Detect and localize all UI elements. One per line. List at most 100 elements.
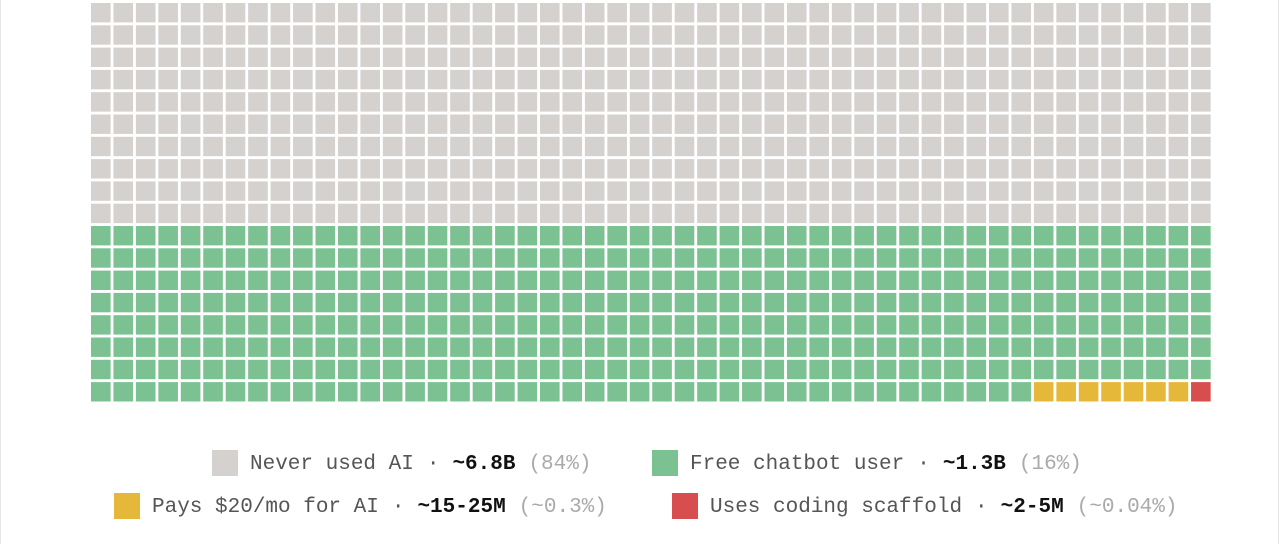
waffle-cell <box>1078 203 1099 224</box>
waffle-cell <box>517 382 538 402</box>
waffle-cell <box>315 92 336 112</box>
waffle-cell <box>540 181 560 201</box>
waffle-cell <box>989 159 1009 179</box>
waffle-cell <box>495 315 515 335</box>
waffle-cell <box>854 92 874 112</box>
waffle-cell <box>921 315 942 335</box>
waffle-cell <box>966 114 987 134</box>
waffle-cell <box>1078 248 1099 268</box>
waffle-cell <box>742 114 762 134</box>
waffle-cell <box>584 226 605 246</box>
waffle-cell <box>203 337 223 357</box>
waffle-cell <box>135 315 156 335</box>
waffle-cell <box>91 159 111 179</box>
waffle-cell <box>1033 3 1054 23</box>
waffle-cell <box>1146 292 1166 313</box>
waffle-cell <box>989 292 1009 313</box>
waffle-cell <box>382 359 403 380</box>
waffle-cell <box>719 203 740 224</box>
waffle-cell <box>315 114 336 134</box>
waffle-cell <box>674 92 695 112</box>
waffle-cell <box>697 337 717 357</box>
waffle-cell <box>427 92 448 112</box>
waffle-cell <box>584 315 605 335</box>
waffle-cell <box>360 248 380 268</box>
waffle-cell <box>719 359 740 380</box>
waffle-cell <box>382 382 403 402</box>
waffle-cell <box>135 136 156 157</box>
waffle-cell <box>1123 69 1144 90</box>
waffle-cell <box>1146 25 1166 45</box>
waffle-cell <box>944 114 964 134</box>
waffle-cell <box>517 69 538 90</box>
waffle-cell <box>876 315 897 335</box>
legend-name: Pays $20/mo for AI <box>152 496 379 519</box>
waffle-cell <box>989 382 1009 402</box>
waffle-cell <box>899 114 919 134</box>
waffle-cell <box>1056 114 1076 134</box>
waffle-cell <box>1191 315 1211 335</box>
waffle-cell <box>135 248 156 268</box>
waffle-cell <box>248 315 268 335</box>
waffle-cell <box>742 181 762 201</box>
waffle-cell <box>360 159 380 179</box>
waffle-cell <box>1123 337 1144 357</box>
waffle-cell <box>180 270 201 290</box>
waffle-cell <box>697 69 717 90</box>
waffle-cell <box>697 292 717 313</box>
waffle-cell <box>652 3 672 23</box>
waffle-cell <box>203 203 223 224</box>
waffle-cell <box>562 359 583 380</box>
waffle-cell <box>427 337 448 357</box>
waffle-cell <box>764 114 785 134</box>
waffle-cell <box>158 359 178 380</box>
waffle-cell <box>652 203 672 224</box>
waffle-cell <box>697 203 717 224</box>
waffle-cell <box>674 136 695 157</box>
waffle-cell <box>472 47 493 67</box>
waffle-cell <box>607 25 627 45</box>
waffle-cell <box>809 92 829 112</box>
waffle-cell <box>607 292 627 313</box>
waffle-cell <box>225 92 246 112</box>
waffle-cell <box>989 337 1009 357</box>
waffle-cell <box>876 248 897 268</box>
waffle-cell <box>876 270 897 290</box>
waffle-cell <box>989 270 1009 290</box>
waffle-cell <box>809 3 829 23</box>
waffle-cell <box>248 3 268 23</box>
waffle-cell <box>1056 337 1076 357</box>
waffle-cell <box>607 337 627 357</box>
waffle-cell <box>1056 226 1076 246</box>
waffle-cell <box>427 69 448 90</box>
waffle-cell <box>652 226 672 246</box>
waffle-cell <box>921 382 942 402</box>
waffle-cell <box>293 382 313 402</box>
waffle-cell <box>764 337 785 357</box>
waffle-cell <box>1011 382 1032 402</box>
waffle-cell <box>540 47 560 67</box>
waffle-cell <box>629 203 650 224</box>
waffle-cell <box>337 315 358 335</box>
waffle-cell <box>1078 270 1099 290</box>
legend-value: ~1.3B <box>943 453 1006 476</box>
waffle-cell <box>1146 203 1166 224</box>
waffle-cell <box>337 270 358 290</box>
waffle-cell <box>248 136 268 157</box>
waffle-cell <box>719 337 740 357</box>
waffle-cell <box>831 114 852 134</box>
waffle-cell <box>1123 3 1144 23</box>
waffle-cell <box>607 315 627 335</box>
waffle-cell <box>562 203 583 224</box>
waffle-cell <box>719 270 740 290</box>
waffle-cell <box>450 382 470 402</box>
waffle-cell <box>158 292 178 313</box>
waffle-cell <box>1191 382 1211 402</box>
waffle-cell <box>158 181 178 201</box>
waffle-cell <box>944 181 964 201</box>
waffle-cell <box>360 136 380 157</box>
waffle-cell <box>584 114 605 134</box>
waffle-cell <box>899 47 919 67</box>
waffle-cell <box>921 292 942 313</box>
waffle-cell <box>495 114 515 134</box>
